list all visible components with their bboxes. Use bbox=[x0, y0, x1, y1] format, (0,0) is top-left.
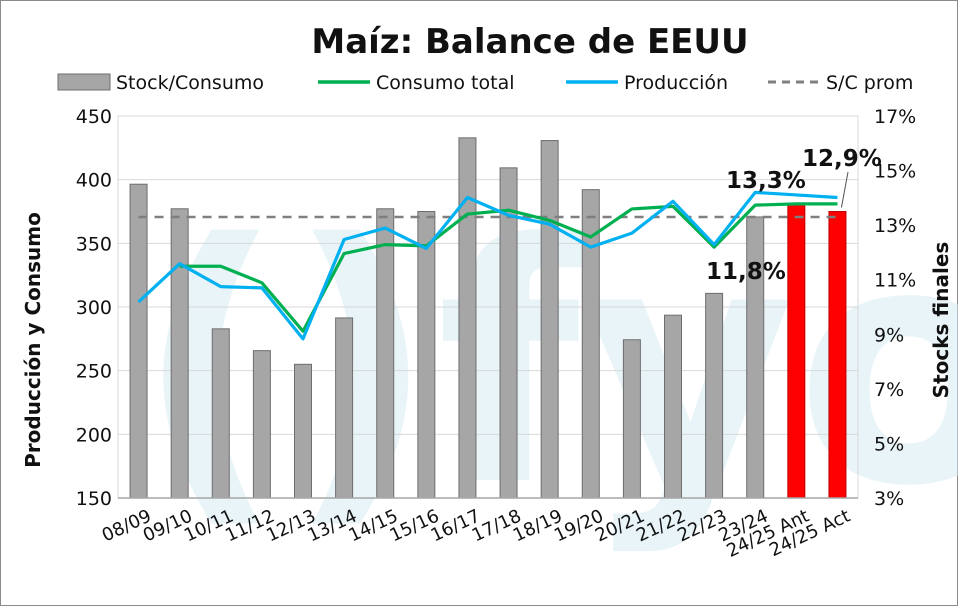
y-left-tick-label: 200 bbox=[76, 424, 112, 446]
annotation-label: 11,8% bbox=[706, 259, 786, 285]
bar-stock-consumo bbox=[376, 208, 395, 499]
y-left-tick-label: 350 bbox=[76, 233, 112, 255]
bar-stock-consumo bbox=[787, 202, 806, 499]
y-right-tick-label: 9% bbox=[874, 324, 904, 346]
bar-stock-consumo bbox=[664, 314, 682, 499]
legend-label: Producción bbox=[624, 72, 728, 94]
legend-swatch-stock-consumo bbox=[57, 73, 111, 91]
bar-stock-consumo bbox=[828, 211, 847, 499]
y-right-tick-label: 15% bbox=[874, 161, 916, 183]
y-left-tick-label: 150 bbox=[76, 488, 112, 510]
annotation-label: 13,3% bbox=[726, 168, 806, 194]
bar-stock-consumo bbox=[540, 140, 559, 499]
bar-stock-consumo bbox=[252, 350, 271, 499]
y-left-tick-label: 400 bbox=[76, 170, 112, 192]
bar-stock-consumo bbox=[129, 183, 148, 499]
chart-title: Maíz: Balance de EEUU bbox=[311, 22, 749, 62]
y-left-tick-label: 250 bbox=[76, 361, 112, 383]
y-right-tick-label: 11% bbox=[874, 270, 916, 292]
y-right-axis-title: Stocks finales bbox=[929, 242, 953, 399]
bar-stock-consumo bbox=[622, 339, 641, 499]
bar-stock-consumo bbox=[335, 317, 354, 499]
y-right-tick-label: 3% bbox=[874, 488, 904, 510]
y-right-tick-label: 5% bbox=[874, 433, 904, 455]
bar-stock-consumo bbox=[705, 292, 724, 499]
y-right-tick-label: 13% bbox=[874, 215, 916, 237]
y-left-tick-label: 300 bbox=[76, 297, 112, 319]
line-produccion bbox=[137, 190, 838, 341]
line-consumo-total bbox=[179, 202, 838, 333]
bar-stock-consumo bbox=[211, 328, 230, 499]
annotation-leader bbox=[840, 171, 849, 208]
bar-stock-consumo bbox=[170, 208, 189, 499]
legend-label: Consumo total bbox=[376, 72, 515, 94]
y-right-tick-label: 17% bbox=[874, 106, 916, 128]
y-left-tick-label: 450 bbox=[76, 106, 112, 128]
y-right-tick-label: 7% bbox=[874, 379, 904, 401]
y-left-axis-title: Producción y Consumo bbox=[21, 212, 45, 468]
annotation-label: 12,9% bbox=[802, 146, 882, 172]
legend-label: Stock/Consumo bbox=[116, 72, 264, 94]
bar-stock-consumo bbox=[417, 211, 436, 499]
bar-stock-consumo bbox=[294, 363, 312, 499]
legend-label: S/C prom bbox=[826, 72, 913, 94]
bar-stock-consumo bbox=[458, 137, 477, 499]
